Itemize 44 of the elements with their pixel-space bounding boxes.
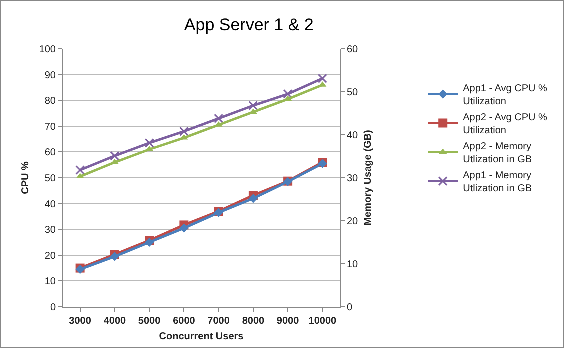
- x-tick-label: 3000: [69, 316, 92, 327]
- point: [179, 126, 189, 136]
- chart-title: App Server 1 & 2: [184, 15, 314, 34]
- y-tick-label: 40: [44, 199, 56, 210]
- y2-tick-label: 20: [347, 216, 359, 228]
- x-tick-label: 6000: [173, 316, 196, 327]
- point: [248, 101, 258, 111]
- y2-tick-label: 10: [347, 260, 359, 270]
- x-tick-label: 10000: [308, 316, 338, 327]
- y-tick-label: 20: [44, 250, 56, 262]
- x-tick-label: 9000: [276, 316, 300, 327]
- point: [283, 89, 293, 99]
- x-tick-label: 7000: [208, 316, 230, 327]
- point: [76, 166, 86, 176]
- point: [248, 194, 258, 204]
- y2-tick-label: 30: [347, 174, 359, 184]
- legend-label: App2 - Avg CPU % Utilization: [463, 112, 548, 137]
- y-tick-label: 70: [44, 122, 56, 133]
- x-tick-label: 8000: [242, 316, 265, 327]
- x-tick-label: 5000: [138, 316, 162, 327]
- y2-tick-label: 60: [347, 44, 359, 56]
- legend-label: App1 - Memory Utlization in GB: [463, 170, 532, 195]
- y-tick-label: 30: [44, 225, 56, 236]
- y2-tick-label: 40: [347, 130, 359, 142]
- y-tick-label: 0: [50, 302, 56, 314]
- y-tick-label: 60: [44, 148, 56, 159]
- point: [144, 138, 154, 148]
- y2-tick-label: 50: [347, 88, 359, 98]
- x-tick-label: 4000: [104, 316, 126, 327]
- x-axis-title: Concurrent Users: [159, 332, 244, 342]
- point: [110, 151, 120, 161]
- legend-label: App2 - Memory Utlization in GB: [463, 142, 532, 166]
- y-tick-label: 100: [39, 44, 56, 56]
- y2-tick-label: 0: [347, 302, 353, 314]
- y-axis-title: CPU %: [20, 162, 32, 194]
- y-tick-label: 80: [44, 96, 56, 108]
- y-tick-label: 10: [44, 276, 56, 288]
- point: [318, 74, 328, 84]
- legend-label: App1 - Avg CPU % Utilization: [463, 84, 548, 108]
- y-tick-label: 50: [44, 174, 56, 184]
- y2-axis-title: Memory Usage (GB): [363, 130, 374, 226]
- point: [180, 224, 189, 233]
- y-tick-label: 90: [44, 70, 56, 82]
- point: [214, 114, 224, 124]
